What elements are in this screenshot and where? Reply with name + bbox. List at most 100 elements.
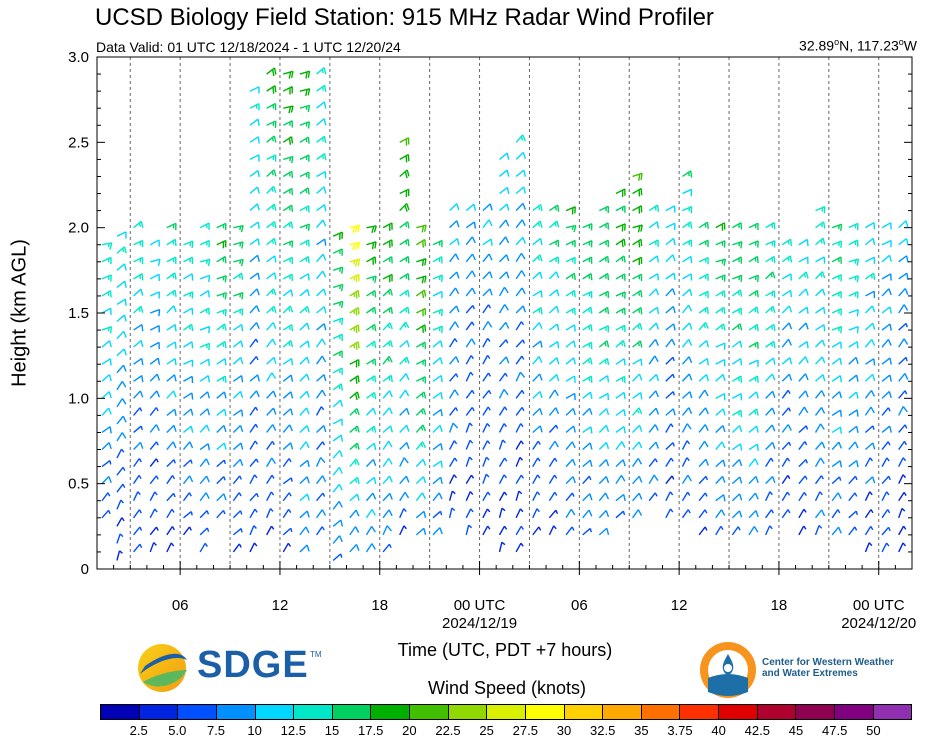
wind-barb (465, 422, 473, 433)
wind-barb (282, 542, 292, 553)
wind-barb (249, 458, 259, 468)
wind-barb (798, 406, 809, 416)
wind-barb (249, 169, 260, 178)
wind-barb (482, 406, 491, 416)
wind-barb (283, 105, 294, 114)
wind-barb (715, 290, 726, 298)
wind-barb (299, 322, 310, 331)
colorbar-label: 20 (402, 723, 417, 738)
wind-barb (149, 357, 161, 365)
wind-barb (349, 359, 360, 368)
wind-barb (532, 204, 543, 212)
wind-barb (399, 289, 410, 297)
wind-barb (715, 494, 726, 502)
wind-barb (482, 337, 491, 348)
wind-barb (465, 456, 473, 467)
wind-barb (565, 425, 576, 434)
wind-barb (299, 373, 310, 382)
wind-barb (748, 425, 759, 434)
wind-barb (249, 136, 260, 144)
wind-barb (748, 475, 759, 485)
wind-barb (432, 374, 443, 383)
wind-barb (665, 356, 675, 365)
wind-barb (715, 373, 726, 382)
wind-barb (715, 240, 726, 248)
wind-barb (349, 543, 360, 553)
wind-barb (316, 306, 327, 314)
wind-barb (133, 458, 142, 468)
wind-barb (299, 288, 310, 297)
wind-barb (698, 374, 709, 382)
wind-barb (598, 222, 610, 230)
wind-barb (582, 442, 593, 451)
wind-barb (282, 170, 294, 178)
wind-barb (316, 270, 327, 280)
wind-barb (648, 221, 660, 229)
wind-barb (133, 305, 144, 314)
wind-speed-colorbar (100, 704, 912, 720)
wind-barb (399, 169, 410, 179)
y-axis-label: Height (km AGL) (8, 239, 31, 387)
wind-barb (316, 323, 327, 331)
wind-barb (748, 255, 759, 264)
wind-barb (382, 525, 392, 536)
wind-barb (498, 406, 508, 416)
wind-barb (266, 154, 277, 162)
wind-barb (183, 392, 194, 400)
wind-barb (349, 407, 360, 416)
wind-barb (299, 407, 310, 416)
wind-barb (266, 424, 277, 433)
wind-barb (166, 441, 177, 450)
wind-barb (549, 256, 560, 264)
wind-barb (615, 459, 626, 468)
latitude: 32.89 (799, 37, 835, 54)
wind-barb (232, 543, 242, 553)
colorbar-cell (719, 705, 758, 719)
colorbar-cell (332, 705, 372, 719)
wind-barb (349, 476, 360, 485)
wind-barb (698, 273, 709, 281)
wind-barb (266, 67, 277, 77)
wind-barb (116, 231, 127, 239)
wind-barb (748, 341, 759, 349)
wind-barb (815, 205, 826, 214)
wind-barb (232, 492, 242, 502)
wind-barb (665, 457, 674, 467)
wind-barb (598, 424, 610, 433)
wind-barb (266, 288, 277, 297)
wind-barb (149, 373, 161, 382)
wind-barb (615, 205, 626, 213)
wind-barb (416, 376, 427, 384)
wind-barb (632, 322, 643, 331)
wind-barb (183, 323, 194, 332)
wind-barb (615, 291, 626, 299)
wind-barb (831, 375, 843, 383)
wind-barb (681, 356, 693, 365)
wind-barb (565, 526, 575, 536)
wind-barb (665, 272, 676, 280)
x-tick-label: 06 (172, 597, 189, 614)
wind-barb (814, 406, 826, 416)
wind-barb (315, 355, 327, 365)
wind-barb (182, 441, 194, 450)
wind-barb (898, 304, 909, 314)
wind-barb (432, 492, 443, 502)
wind-barb (316, 118, 327, 126)
wind-barb (632, 424, 643, 433)
wind-barb (399, 389, 410, 399)
wind-barb (249, 508, 258, 519)
wind-barb (482, 304, 492, 314)
wind-barb (133, 526, 143, 536)
wind-barb (266, 237, 277, 246)
wind-barb (648, 239, 659, 247)
wind-barb (183, 291, 194, 299)
wind-barb (748, 526, 759, 536)
wind-barb (498, 491, 508, 502)
wind-barb (548, 357, 560, 365)
wind-barb (565, 272, 576, 281)
colorbar-cell (834, 705, 874, 719)
wind-barb (332, 283, 344, 292)
wind-barb (349, 526, 360, 536)
wind-barb (848, 391, 859, 399)
wind-barb (532, 390, 543, 399)
